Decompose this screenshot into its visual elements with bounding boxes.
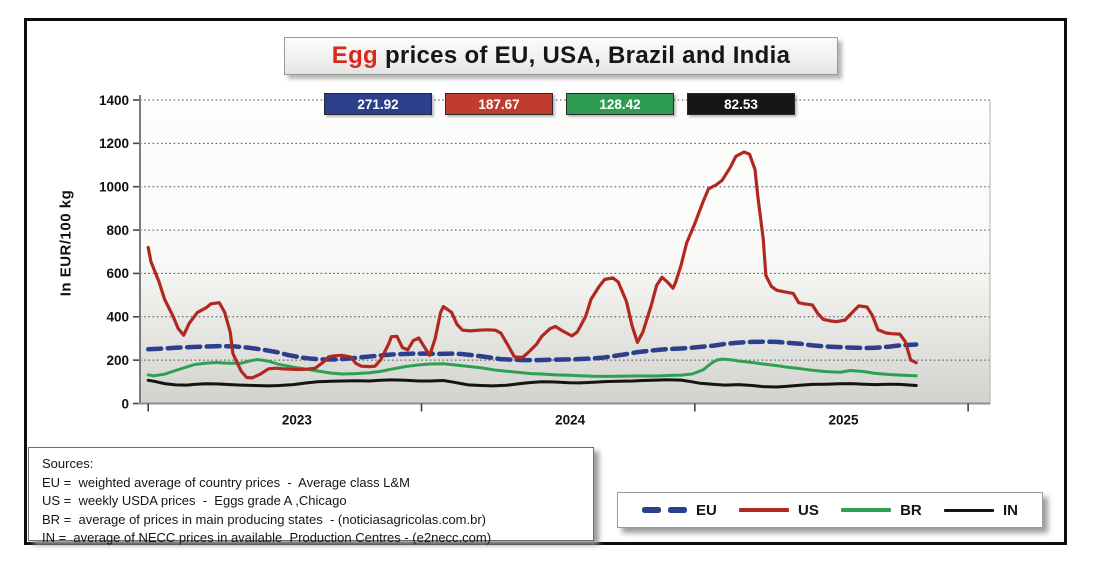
series-line-in [146,378,918,389]
legend-label-us: US [798,501,819,519]
y-tick-label: 1000 [99,180,129,195]
sources-lines: EU = weighted average of country prices … [42,474,593,548]
series-line-us [146,150,918,380]
chart-title-highlight: Egg [331,42,378,69]
x-year-label: 2025 [828,413,859,428]
y-tick-label: 200 [106,353,129,368]
legend-item-us: US [739,502,819,519]
legend-solid-line [841,508,892,512]
y-tick-label: 600 [106,266,129,281]
legend-label-br: BR [900,501,922,519]
y-axis-title: In EUR/100 kg [57,189,75,297]
legend-solid-line [739,508,790,512]
y-tick-label: 1400 [99,93,129,108]
source-line: US = weekly USDA prices - Eggs grade A ,… [42,493,347,508]
chart-title-text: prices of EU, USA, Brazil and India [378,42,791,69]
series-line-eu [145,339,919,363]
legend-dash [642,507,661,513]
legend-dash [668,507,687,513]
value-badge-us: 187.67 [445,93,553,115]
legend-label-eu: EU [696,501,717,519]
sources-heading: Sources: [42,456,94,471]
x-year-label: 2023 [282,413,313,428]
x-year-label: 2024 [555,413,586,428]
legend-box: EU US BR IN [617,492,1043,528]
chart-title: Egg prices of EU, USA, Brazil and India [284,37,838,75]
legend-eu-line-swatch [642,507,687,513]
legend-item-in: IN [943,501,1018,519]
legend-solid-line [943,508,994,512]
plot-background [140,100,990,404]
source-line: EU = weighted average of country prices … [42,474,410,490]
y-tick-label: 0 [121,396,129,411]
y-tick-label: 800 [106,223,129,238]
value-badge-br: 128.42 [566,93,674,115]
legend-in-line-swatch [943,508,994,512]
series-line-br [146,357,918,378]
legend-item-eu: EU [642,502,717,519]
value-badge-eu: 271.92 [324,93,432,115]
sources-box: Sources: EU = weighted average of countr… [28,447,594,545]
y-tick-label: 400 [106,310,129,325]
latest-value-badges: 271.92 187.67 128.42 82.53 [324,93,795,115]
legend-us-line-swatch [739,508,790,512]
source-line: IN = average of NECC prices in available… [42,530,492,545]
legend-label-in: IN [1002,501,1018,519]
legend-br-line-swatch [841,508,892,512]
legend-item-br: BR [841,502,922,519]
y-tick-label: 1200 [99,136,129,151]
source-line: BR = average of prices in main producing… [42,511,486,527]
value-badge-in: 82.53 [687,93,795,115]
